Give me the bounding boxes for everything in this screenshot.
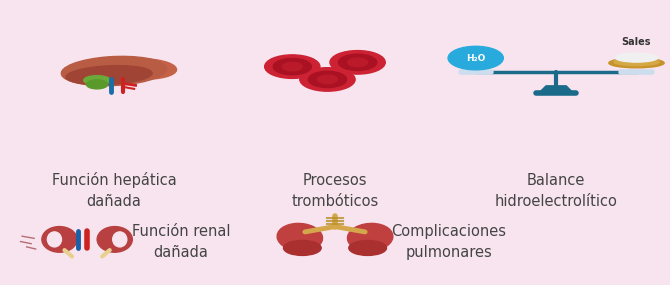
Circle shape xyxy=(338,54,377,70)
Ellipse shape xyxy=(349,241,387,255)
Ellipse shape xyxy=(66,66,152,85)
Ellipse shape xyxy=(614,58,659,66)
Text: Procesos
trombóticos: Procesos trombóticos xyxy=(291,173,379,209)
Ellipse shape xyxy=(348,223,393,251)
Circle shape xyxy=(265,55,320,78)
Ellipse shape xyxy=(97,227,133,252)
Circle shape xyxy=(308,71,346,87)
Ellipse shape xyxy=(113,232,127,247)
Circle shape xyxy=(330,50,385,74)
Text: Sales: Sales xyxy=(622,37,651,47)
Ellipse shape xyxy=(48,232,62,247)
Circle shape xyxy=(318,75,338,84)
Text: H₂O: H₂O xyxy=(466,54,485,63)
Text: Función renal
dañada: Función renal dañada xyxy=(131,224,230,260)
Polygon shape xyxy=(539,86,574,93)
Ellipse shape xyxy=(42,227,77,252)
Circle shape xyxy=(86,80,108,89)
Circle shape xyxy=(448,46,503,70)
Ellipse shape xyxy=(609,58,664,68)
Text: Complicaciones
pulmonares: Complicaciones pulmonares xyxy=(391,224,507,260)
Ellipse shape xyxy=(84,76,111,85)
Ellipse shape xyxy=(283,241,321,255)
Circle shape xyxy=(348,58,368,67)
Text: Balance
hidroelectrolítico: Balance hidroelectrolítico xyxy=(494,173,618,209)
Circle shape xyxy=(273,58,312,75)
Ellipse shape xyxy=(109,59,177,79)
Ellipse shape xyxy=(615,53,658,62)
Ellipse shape xyxy=(277,223,322,251)
Text: Función hepática
dañada: Función hepática dañada xyxy=(52,172,176,209)
Circle shape xyxy=(282,62,302,71)
Circle shape xyxy=(300,68,355,91)
Ellipse shape xyxy=(62,56,166,86)
